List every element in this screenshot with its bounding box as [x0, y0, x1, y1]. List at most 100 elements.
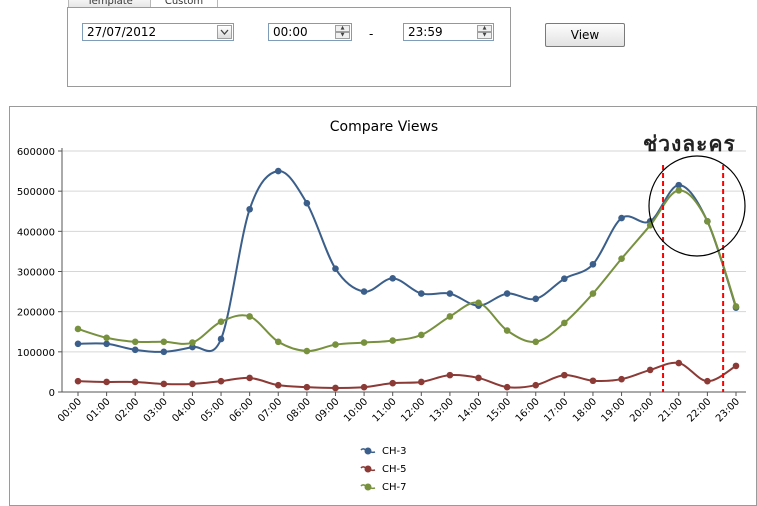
y-tick-label: 100000 [17, 348, 55, 359]
spin-up-icon[interactable]: ▲ [335, 25, 350, 32]
chart-title: Compare Views [330, 119, 438, 135]
series-line-ch-7 [77, 189, 737, 353]
data-point-ch-3 [675, 181, 683, 189]
data-point-ch-7 [103, 334, 110, 342]
x-tick-label: 08:00 [285, 396, 313, 424]
legend-swatch [360, 483, 376, 491]
data-point-ch-7 [675, 187, 683, 194]
data-point-ch-5 [274, 381, 282, 389]
data-point-ch-3 [217, 335, 225, 343]
x-tick-label: 22:00 [685, 396, 713, 424]
series-line-ch-5 [77, 361, 737, 389]
data-point-ch-5 [217, 377, 225, 385]
x-tick-label: 19:00 [600, 396, 628, 424]
x-tick-label: 21:00 [657, 396, 685, 424]
end-time-field[interactable]: 23:59 ▲ ▼ [403, 23, 494, 41]
dropdown-button[interactable] [217, 25, 232, 39]
data-point-ch-7 [589, 290, 597, 297]
x-tick-label: 20:00 [628, 396, 656, 424]
x-tick-label: 14:00 [456, 396, 484, 424]
data-point-ch-3 [332, 265, 339, 272]
chart-panel [9, 106, 757, 506]
data-point-ch-7 [131, 338, 139, 346]
x-tick-label: 23:00 [714, 396, 742, 424]
start-time-field[interactable]: 00:00 ▲ ▼ [268, 23, 352, 41]
y-tick-label: 400000 [17, 227, 55, 238]
start-time-spinner[interactable]: ▲ ▼ [335, 25, 350, 39]
spin-up-icon[interactable]: ▲ [477, 25, 492, 32]
x-tick-label: 01:00 [85, 396, 113, 424]
legend-label: CH-7 [382, 482, 407, 493]
data-point-ch-3 [103, 340, 110, 348]
x-tick-label: 03:00 [142, 396, 170, 424]
time-separator: - [369, 27, 374, 41]
end-time-spinner[interactable]: ▲ ▼ [477, 25, 492, 39]
data-point-ch-3 [561, 275, 568, 283]
data-point-ch-7 [217, 318, 225, 326]
data-point-ch-5 [389, 379, 396, 387]
y-tick-label: 500000 [17, 187, 55, 198]
data-point-ch-5 [446, 371, 454, 379]
x-tick-label: 00:00 [56, 396, 84, 424]
data-point-ch-7 [446, 313, 454, 320]
view-button[interactable]: View [545, 23, 625, 47]
data-point-ch-3 [246, 205, 253, 213]
data-point-ch-3 [389, 275, 396, 282]
y-tick-label: 200000 [17, 308, 55, 319]
data-point-ch-5 [332, 384, 339, 392]
data-point-ch-3 [503, 290, 511, 297]
x-tick-label: 15:00 [485, 396, 513, 424]
x-tick-label: 16:00 [514, 396, 542, 424]
data-point-ch-3 [418, 290, 425, 297]
legend-item: CH-5 [358, 461, 406, 479]
data-point-ch-5 [103, 378, 110, 386]
legend-swatch [360, 447, 376, 455]
date-value: 27/07/2012 [87, 25, 157, 39]
x-tick-label: 06:00 [228, 396, 256, 424]
data-point-ch-7 [503, 327, 511, 334]
data-point-ch-7 [561, 319, 568, 327]
data-point-ch-3 [618, 214, 625, 222]
chevron-down-icon [220, 29, 229, 35]
data-point-ch-7 [618, 255, 625, 262]
x-tick-label: 12:00 [399, 396, 427, 424]
data-point-ch-3 [360, 288, 368, 295]
x-tick-label: 17:00 [542, 396, 570, 424]
tab-custom[interactable]: Custom [150, 0, 218, 9]
data-point-ch-7 [189, 339, 196, 346]
x-tick-label: 13:00 [428, 396, 456, 424]
y-tick-label: 600000 [17, 147, 55, 158]
y-tick-label: 0 [49, 388, 55, 399]
data-point-ch-5 [475, 374, 482, 382]
data-point-ch-7 [732, 303, 740, 310]
x-tick-label: 09:00 [313, 396, 341, 424]
data-point-ch-5 [189, 380, 196, 388]
data-point-ch-7 [332, 341, 339, 348]
data-point-ch-7 [160, 338, 168, 346]
data-point-ch-5 [732, 362, 740, 370]
data-point-ch-7 [475, 299, 482, 307]
data-point-ch-7 [360, 339, 368, 346]
x-tick-label: 11:00 [371, 396, 399, 424]
data-point-ch-3 [303, 199, 311, 207]
legend-label: CH-3 [382, 446, 407, 457]
data-point-ch-7 [532, 338, 540, 346]
data-point-ch-5 [589, 377, 597, 385]
date-combobox[interactable]: 27/07/2012 [82, 23, 234, 41]
x-tick-label: 18:00 [571, 396, 599, 424]
data-point-ch-5 [131, 378, 139, 386]
annotation-circle [648, 155, 746, 257]
filter-panel [67, 7, 511, 87]
x-tick-label: 10:00 [342, 396, 370, 424]
start-time-value: 00:00 [273, 25, 308, 39]
data-point-ch-5 [561, 371, 568, 379]
legend-item: CH-3 [358, 443, 406, 461]
data-point-ch-5 [74, 377, 82, 385]
data-point-ch-5 [618, 375, 625, 383]
data-point-ch-3 [532, 295, 540, 303]
data-point-ch-7 [418, 331, 425, 339]
spin-down-icon[interactable]: ▼ [335, 32, 350, 39]
data-point-ch-5 [418, 378, 425, 386]
spin-down-icon[interactable]: ▼ [477, 32, 492, 39]
